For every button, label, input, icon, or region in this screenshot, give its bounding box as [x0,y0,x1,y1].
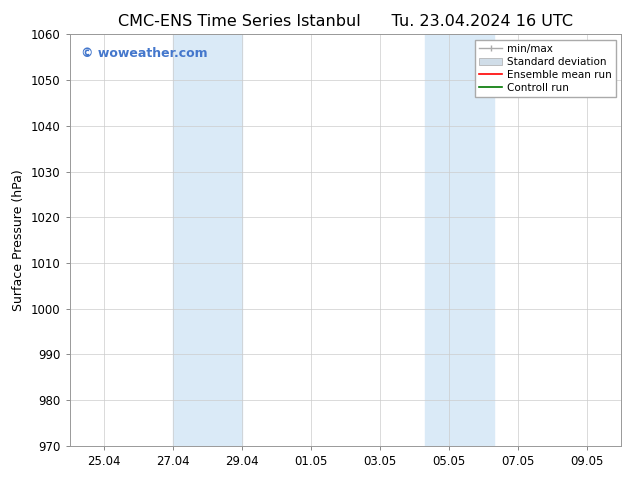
Y-axis label: Surface Pressure (hPa): Surface Pressure (hPa) [13,169,25,311]
Legend: min/max, Standard deviation, Ensemble mean run, Controll run: min/max, Standard deviation, Ensemble me… [475,40,616,97]
Bar [425,34,494,446]
Title: CMC-ENS Time Series Istanbul      Tu. 23.04.2024 16 UTC: CMC-ENS Time Series Istanbul Tu. 23.04.2… [118,14,573,29]
Text: © woweather.com: © woweather.com [81,47,207,60]
Bar [173,34,242,446]
